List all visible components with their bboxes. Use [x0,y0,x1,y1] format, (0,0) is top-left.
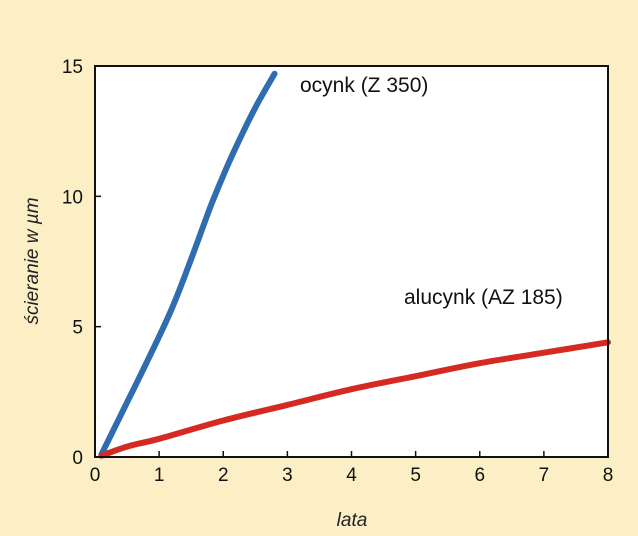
alucynk-line [98,339,611,459]
y-tick-label: 0 [72,448,83,469]
plot-area [95,66,608,457]
x-tick-label: 2 [218,465,229,486]
series-label-alucynk: alucynk (AZ 185) [404,286,563,309]
x-tick-label: 3 [282,465,293,486]
series-layer [98,70,611,459]
x-tick-label: 6 [474,465,485,486]
x-tick-label: 1 [154,465,165,486]
y-axis-label: ścieranie w µm [22,197,43,324]
x-tick-label: 8 [603,465,614,486]
y-tick-label: 15 [62,57,83,78]
x-axis-label: lata [337,510,368,531]
x-tick-label: 5 [410,465,421,486]
x-tick-label: 0 [90,465,101,486]
x-tick-label: 4 [346,465,357,486]
y-tick-label: 5 [72,318,83,339]
x-tick-label: 7 [539,465,550,486]
y-tick-label: 10 [62,187,83,208]
ocynk-line [98,70,278,458]
tick-layer: 0 1 2 3 4 5 6 7 8 0 5 10 15 [62,57,613,486]
series-label-ocynk: ocynk (Z 350) [300,74,428,97]
